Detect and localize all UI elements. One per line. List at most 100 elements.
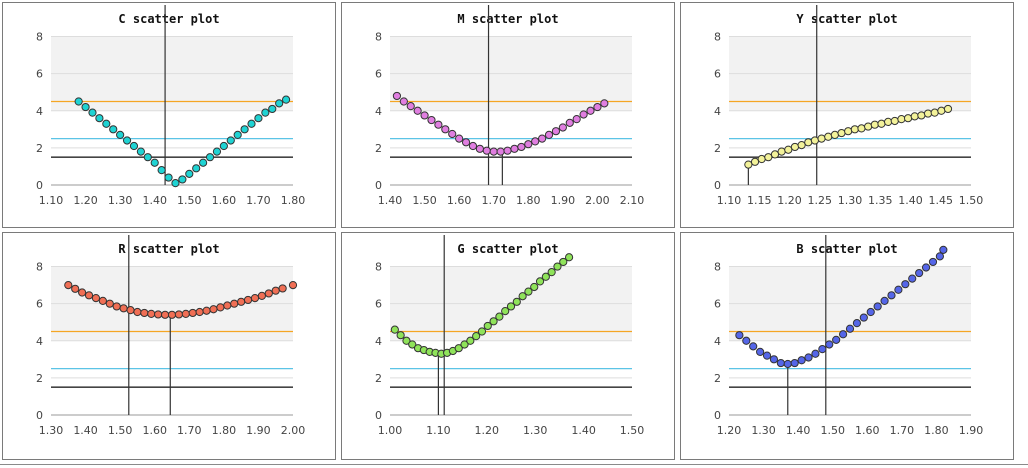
- scatter-point: [870, 120, 879, 129]
- scatter-point: [455, 134, 464, 143]
- scatter-point: [572, 115, 581, 124]
- x-tick-label: 1.15: [747, 194, 772, 207]
- scatter-point: [762, 351, 772, 360]
- x-tick-label: 1.30: [838, 194, 863, 207]
- scatter-point: [98, 296, 107, 305]
- scatter-point: [535, 277, 545, 286]
- scatter-point: [880, 296, 889, 305]
- chart-svg: C scatter plot 0 2 4 6 8 1.10 1.20 1.30 1.40 1.50 1…: [36, 5, 306, 207]
- y-tick-label: 0: [36, 409, 43, 422]
- scatter-point: [818, 345, 827, 354]
- scatter-point: [810, 136, 820, 145]
- x-tick-label: 1.45: [929, 194, 954, 207]
- m-scatter-panel: M scatter plot 0 2 4 6 8 1.40 1.50 1.60 1.70 1.80 1…: [341, 2, 675, 228]
- y-tick-label: 4: [375, 335, 382, 348]
- scatter-point: [830, 130, 839, 139]
- y-tick-label: 2: [36, 142, 43, 155]
- x-tick-label: 1.70: [481, 194, 506, 207]
- scatter-point: [427, 115, 436, 125]
- scatter-point: [71, 284, 80, 293]
- scatter-point: [937, 106, 946, 115]
- scatter-point: [850, 125, 859, 134]
- scatter-point: [122, 136, 132, 145]
- scatter-point: [64, 281, 73, 290]
- scatter-point: [264, 289, 273, 298]
- scatter-point: [181, 309, 190, 318]
- y-tick-label: 4: [714, 105, 721, 118]
- scatter-point: [524, 287, 533, 296]
- scatter-point: [150, 158, 159, 167]
- chart-svg: Y scatter plot 0 2 4 6 8 1.10 1.15 1.20 1.25 1.30 1…: [714, 5, 983, 207]
- scatter-point: [133, 307, 142, 317]
- scatter-point: [845, 324, 855, 333]
- scatter-point: [91, 294, 101, 303]
- x-tick-label: 1.20: [475, 424, 500, 437]
- r-scatter-panel: R scatter plot 0 2 4 6 8 1.30 1.40 1.50 1.60 1.70 1…: [2, 232, 336, 460]
- y-tick-label: 6: [375, 68, 382, 81]
- x-tick-label: 1.80: [212, 424, 237, 437]
- chart-svg: M scatter plot 0 2 4 6 8 1.40 1.50 1.60 1.70 1.80 1…: [375, 5, 645, 207]
- scatter-point: [240, 125, 249, 134]
- scatter-point: [756, 347, 765, 357]
- scatter-point: [501, 306, 510, 316]
- scatter-point: [413, 106, 422, 115]
- scatter-point: [247, 119, 256, 128]
- scatter-point: [797, 356, 806, 365]
- x-tick-label: 1.40: [378, 194, 403, 207]
- scatter-point: [278, 284, 287, 293]
- scatter-point: [866, 307, 875, 317]
- scatter-point: [257, 291, 266, 300]
- x-tick-label: 1.60: [447, 194, 472, 207]
- x-tick-label: 1.50: [820, 424, 845, 437]
- scatter-point: [531, 137, 540, 146]
- x-tick-label: 1.90: [959, 424, 984, 437]
- x-tick-label: 1.80: [281, 194, 306, 207]
- scatter-point: [202, 306, 211, 315]
- y-scatter-panel: Y scatter plot 0 2 4 6 8 1.10 1.15 1.20 1.25 1.30 1…: [680, 2, 1014, 228]
- y-tick-label: 4: [36, 335, 43, 348]
- scatter-point: [903, 114, 913, 123]
- scatter-point: [482, 146, 491, 155]
- x-tick-label: 1.50: [177, 194, 202, 207]
- scatter-point: [205, 153, 215, 162]
- x-tick-label: 2.10: [620, 194, 645, 207]
- scatter-point: [838, 330, 848, 339]
- scatter-point: [84, 291, 94, 300]
- scatter-point: [95, 114, 104, 123]
- y-tick-label: 0: [714, 409, 721, 422]
- x-tick-label: 1.10: [717, 194, 742, 207]
- x-tick-label: 1.25: [808, 194, 833, 207]
- scatter-point: [887, 291, 896, 300]
- scatter-point: [275, 99, 284, 108]
- scatter-point: [460, 340, 469, 349]
- scatter-point: [864, 122, 873, 131]
- scatter-point: [489, 147, 498, 156]
- scatter-point: [268, 104, 277, 114]
- scatter-point: [917, 111, 926, 120]
- scatter-point: [209, 305, 218, 314]
- scatter-point: [167, 310, 177, 319]
- x-tick-label: 1.40: [898, 194, 923, 207]
- scatter-point: [915, 268, 924, 278]
- scatter-point: [544, 130, 554, 139]
- scatter-point: [757, 154, 766, 164]
- scatter-point: [510, 144, 519, 153]
- y-tick-label: 8: [36, 31, 43, 44]
- chart-title: M scatter plot: [457, 12, 558, 26]
- scatter-point: [541, 272, 550, 281]
- scatter-point: [524, 140, 533, 149]
- scatter-point: [825, 340, 834, 349]
- scatter-point: [237, 297, 246, 306]
- scatter-point: [171, 179, 180, 188]
- x-tick-label: 1.20: [777, 194, 802, 207]
- scatter-point: [406, 102, 415, 111]
- y-tick-label: 6: [36, 298, 43, 311]
- scatter-point: [78, 288, 87, 297]
- scatter-point: [495, 312, 504, 321]
- scatter-point: [935, 252, 944, 261]
- chart-title: Y scatter plot: [796, 12, 897, 26]
- scatter-point: [143, 153, 152, 162]
- scatter-point: [553, 262, 562, 271]
- scatter-point: [109, 125, 118, 134]
